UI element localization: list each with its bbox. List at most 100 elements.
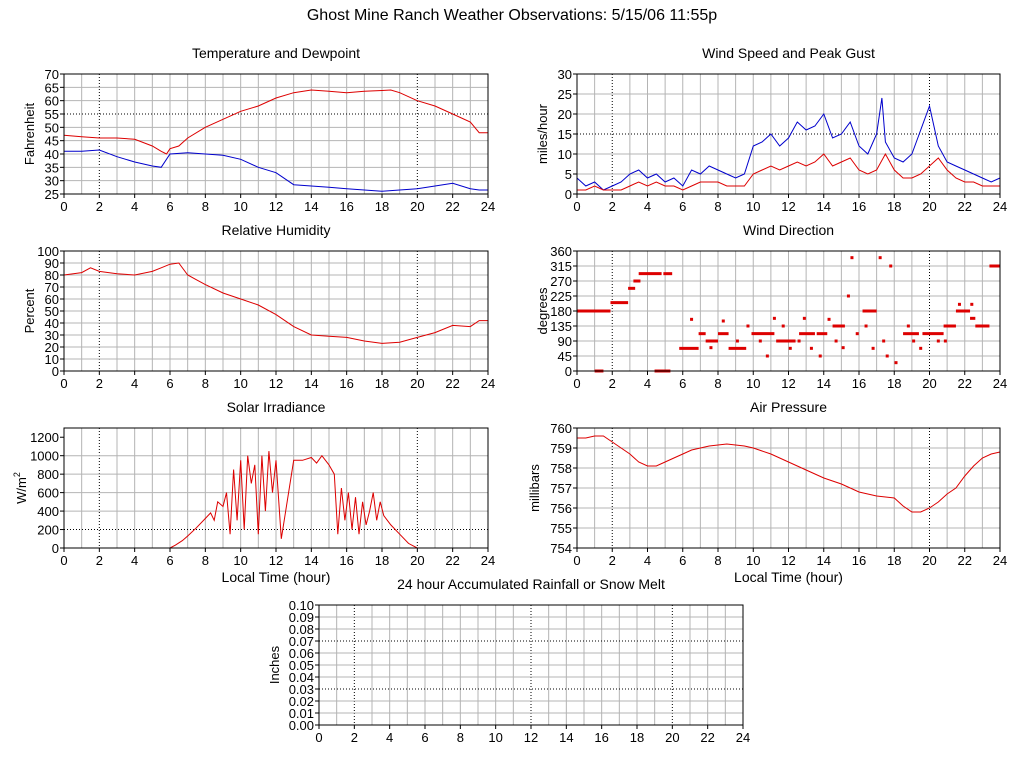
chart-humidity: 0 2 4 6 8 10 12 14 16 18 20 22 240102030405060708090… <box>22 222 495 391</box>
y-tick-label: 754 <box>550 541 572 556</box>
y-tick-label: 0.05 <box>289 658 314 673</box>
chart-solar: 0 2 4 6 8 10 12 14 16 18 20 22 240200400600800100012… <box>12 399 495 585</box>
x-tick-label: 10 <box>746 376 760 391</box>
chart-title: Wind Direction <box>743 222 834 238</box>
y-tick-label: 65 <box>45 80 59 95</box>
x-tick-label: 8 <box>714 376 721 391</box>
x-tick-label: 18 <box>887 553 901 568</box>
y-tick-label: 0.04 <box>289 670 314 685</box>
x-tick-label: 4 <box>131 199 138 214</box>
x-tick-label: 12 <box>781 199 795 214</box>
data-point <box>871 346 875 350</box>
data-point <box>765 354 769 358</box>
y-tick-label: 135 <box>550 319 572 334</box>
data-point <box>855 332 859 336</box>
chart-title: Wind Speed and Peak Gust <box>702 45 875 61</box>
x-tick-label: 14 <box>304 199 318 214</box>
x-tick-label: 12 <box>269 376 283 391</box>
x-tick-label: 2 <box>96 376 103 391</box>
y-tick-label: 0.10 <box>289 598 314 613</box>
data-point <box>772 316 776 320</box>
y-tick-label: 30 <box>45 328 59 343</box>
y-tick-label: 760 <box>550 421 572 436</box>
x-tick-label: 10 <box>746 553 760 568</box>
chart-direction: 0 2 4 6 8 10 12 14 16 18 20 22 240459013518022527031… <box>535 222 1007 391</box>
data-point <box>758 339 762 343</box>
y-tick-label: 50 <box>45 120 59 135</box>
x-tick-label: 16 <box>594 730 608 745</box>
y-tick-label: 315 <box>550 259 572 274</box>
y-tick-label: 90 <box>45 256 59 271</box>
x-tick-label: 0 <box>573 376 580 391</box>
page-title: Ghost Mine Ranch Weather Observations: 5… <box>306 7 718 24</box>
x-tick-label: 18 <box>887 199 901 214</box>
x-tick-label: 22 <box>445 553 459 568</box>
data-point <box>919 346 923 350</box>
data-point <box>834 339 838 343</box>
y-tick-label: 756 <box>550 501 572 516</box>
data-point <box>936 339 940 343</box>
data-point <box>889 264 893 268</box>
x-tick-label: 24 <box>481 199 495 214</box>
y-tick-label: 180 <box>550 304 572 319</box>
y-axis-label-superscript: 2 <box>12 472 22 477</box>
x-tick-label: 24 <box>993 376 1007 391</box>
x-tick-label: 20 <box>410 376 424 391</box>
chart-temp: 0 2 4 6 8 10 12 14 16 18 20 22 242530354045505560657… <box>22 45 495 214</box>
y-tick-label: 800 <box>37 467 59 482</box>
x-tick-label: 8 <box>202 376 209 391</box>
x-tick-label: 12 <box>269 553 283 568</box>
x-tick-label: 16 <box>852 199 866 214</box>
y-tick-label: 0.02 <box>289 694 314 709</box>
y-tick-label: 45 <box>45 134 59 149</box>
x-tick-label: 16 <box>852 376 866 391</box>
series-line-blue <box>576 97 1001 191</box>
x-tick-label: 0 <box>315 730 322 745</box>
data-point <box>912 339 916 343</box>
x-tick-label: 20 <box>410 553 424 568</box>
x-tick-label: 2 <box>609 376 616 391</box>
y-tick-label: 25 <box>45 187 59 202</box>
y-tick-label: 60 <box>45 292 59 307</box>
y-tick-label: 70 <box>45 280 59 295</box>
y-tick-label: 759 <box>550 441 572 456</box>
data-point <box>882 339 886 343</box>
x-tick-label: 22 <box>958 376 972 391</box>
y-tick-label: 0 <box>52 364 59 379</box>
chart-rain: 0 2 4 6 8 10 12 14 16 18 20 22 240.000.010.020.030.0… <box>267 576 750 745</box>
x-tick-label: 4 <box>131 553 138 568</box>
x-tick-label: 8 <box>714 553 721 568</box>
y-tick-label: 20 <box>45 340 59 355</box>
x-tick-label: 22 <box>958 553 972 568</box>
data-point <box>846 294 850 298</box>
x-tick-label: 18 <box>630 730 644 745</box>
x-tick-label: 14 <box>817 376 831 391</box>
y-tick-label: 70 <box>45 67 59 82</box>
y-tick-label: 0 <box>565 187 572 202</box>
data-point <box>827 317 831 321</box>
x-tick-label: 10 <box>233 553 247 568</box>
series-line-red <box>63 262 488 344</box>
data-point <box>841 346 845 350</box>
x-tick-label: 4 <box>644 199 651 214</box>
x-tick-label: 8 <box>457 730 464 745</box>
x-tick-label: 0 <box>573 199 580 214</box>
x-tick-label: 12 <box>524 730 538 745</box>
y-tick-label: 200 <box>37 523 59 538</box>
x-tick-label: 20 <box>922 376 936 391</box>
x-tick-label: 12 <box>269 199 283 214</box>
chart-title: 24 hour Accumulated Rainfall or Snow Mel… <box>397 576 665 592</box>
y-tick-label: 0 <box>52 541 59 556</box>
x-tick-label: 14 <box>304 553 318 568</box>
x-tick-label: 8 <box>202 553 209 568</box>
x-tick-label: 6 <box>421 730 428 745</box>
data-point <box>943 339 947 343</box>
y-tick-label: 360 <box>550 244 572 259</box>
y-tick-label: 0 <box>565 364 572 379</box>
data-point <box>735 339 739 343</box>
x-tick-label: 18 <box>375 553 389 568</box>
y-tick-label: 0.09 <box>289 610 314 625</box>
data-point <box>809 346 813 350</box>
data-point <box>746 324 750 328</box>
